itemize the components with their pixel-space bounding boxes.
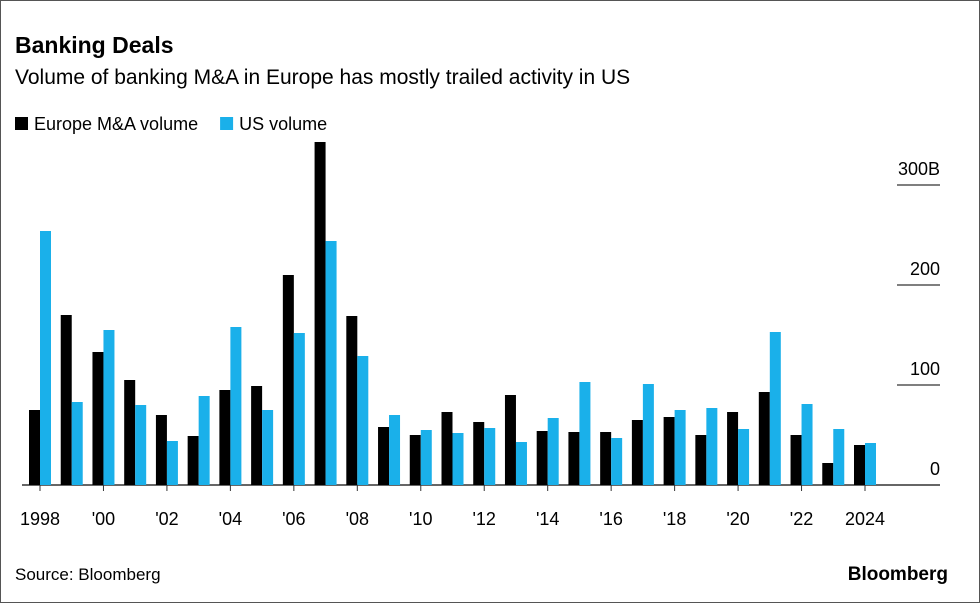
bar [346,316,358,485]
bar [92,352,104,485]
chart-title: Banking Deals [15,32,174,58]
bar [198,396,210,485]
source: Source: Bloomberg [15,565,161,584]
bar [71,402,83,485]
bar [155,415,167,485]
x-tick-label: '04 [219,509,242,529]
bar [854,445,865,485]
legend-label: US volume [239,114,327,134]
bar [758,392,770,485]
bar [389,415,401,485]
chart-subtitle: Volume of banking M&A in Europe has most… [15,66,630,89]
bar [60,315,72,485]
bar [484,428,496,485]
bar [631,420,643,485]
bar [378,427,390,485]
x-tick-label: '10 [409,509,432,529]
bar [790,435,802,485]
x-tick-label: '14 [536,509,559,529]
bar [706,408,718,485]
y-tick-label: 200 [910,259,940,279]
bar [663,417,675,485]
bar [187,436,199,485]
bar [504,395,516,485]
bar [409,435,421,485]
x-tick-label: 1998 [20,509,60,529]
bar [124,380,136,485]
bar [420,430,432,485]
bar [515,442,527,485]
bar [579,382,591,485]
bar [135,405,147,485]
bar [547,418,559,485]
bar [29,410,40,485]
bar [695,435,707,485]
bar [325,241,337,485]
bar [282,275,294,485]
x-tick-label: 2024 [845,509,885,529]
legend-label: Europe M&A volume [34,114,198,134]
bar [833,429,845,485]
x-tick-label: '20 [726,509,749,529]
bar [822,463,834,485]
bar [262,410,274,485]
x-tick-label: '18 [663,509,686,529]
bar [536,431,548,485]
y-tick-label: 300B [898,159,940,179]
bar [251,386,263,485]
y-tick-label: 0 [930,459,940,479]
bar [441,412,453,485]
bar [600,432,612,485]
bar [166,441,178,485]
bar [801,404,813,485]
bar [219,390,231,485]
legend-swatch [220,117,234,130]
bar [642,384,654,485]
bar [611,438,623,485]
bar [40,231,51,485]
bar [865,443,876,485]
x-tick-label: '16 [599,509,622,529]
x-tick-label: '12 [472,509,495,529]
bar [230,327,242,485]
x-tick-label: '00 [92,509,115,529]
bar [727,412,739,485]
bar [293,333,305,485]
bar [103,330,115,485]
logo: Bloomberg [848,564,948,585]
x-tick-label: '22 [790,509,813,529]
x-tick-label: '02 [155,509,178,529]
bar [568,432,580,485]
bar [314,142,326,485]
bar [738,429,750,485]
bar [357,356,369,485]
x-tick-label: '06 [282,509,305,529]
y-tick-label: 100 [910,359,940,379]
bar [473,422,485,485]
bar [769,332,781,485]
x-tick-label: '08 [346,509,369,529]
legend-swatch [15,117,28,130]
bar [452,433,464,485]
bar [674,410,686,485]
